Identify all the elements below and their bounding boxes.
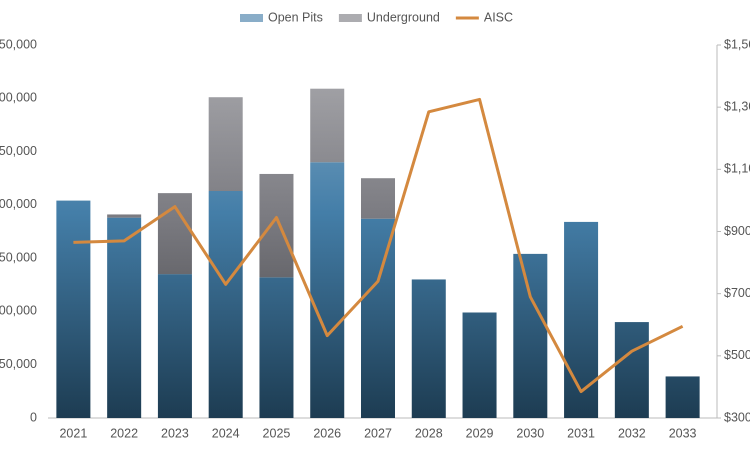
line bbox=[73, 97, 684, 394]
y-tick-label: 350,000 bbox=[0, 37, 37, 51]
y2-tick-label: $1,300 bbox=[724, 99, 750, 113]
x-tick-label: 2031 bbox=[567, 426, 595, 440]
bar bbox=[56, 200, 91, 418]
x-tick-label: 2030 bbox=[516, 426, 544, 440]
bar bbox=[360, 218, 396, 418]
x-tick-label: 2027 bbox=[364, 426, 392, 440]
bar bbox=[157, 274, 192, 418]
y2-tick-label: $300 bbox=[724, 410, 750, 424]
bar bbox=[259, 173, 294, 278]
y-tick-label: 300,000 bbox=[0, 91, 37, 105]
bar bbox=[310, 162, 345, 418]
bar bbox=[411, 279, 446, 418]
y2-tick-label: $1,100 bbox=[724, 162, 750, 176]
legend-swatch bbox=[338, 14, 362, 22]
bar bbox=[259, 277, 294, 418]
y-tick-label: 0 bbox=[30, 410, 37, 424]
bar bbox=[208, 191, 243, 418]
y-tick-label: 250,000 bbox=[0, 144, 37, 158]
bar bbox=[310, 88, 345, 163]
x-tick-label: 2033 bbox=[669, 426, 697, 440]
y2-tick-label: $1,500 bbox=[724, 37, 750, 51]
x-tick-label: 2024 bbox=[212, 426, 240, 440]
bar bbox=[614, 322, 649, 418]
x-tick-label: 2026 bbox=[313, 426, 341, 440]
legend-item: AISC bbox=[455, 10, 513, 24]
y-tick-label: 150,000 bbox=[0, 250, 37, 264]
x-tick-label: 2029 bbox=[466, 426, 494, 440]
y-tick-label: 100,000 bbox=[0, 304, 37, 318]
y2-tick-label: $900 bbox=[724, 224, 750, 238]
bar bbox=[665, 376, 700, 418]
bar bbox=[107, 214, 142, 218]
x-tick-label: 2023 bbox=[161, 426, 189, 440]
y-tick-label: 50,000 bbox=[0, 357, 37, 371]
bar bbox=[107, 217, 142, 418]
x-tick-label: 2025 bbox=[263, 426, 291, 440]
legend-item: Underground bbox=[338, 10, 440, 24]
x-tick-label: 2028 bbox=[415, 426, 443, 440]
legend-item: Open Pits bbox=[240, 10, 323, 24]
y2-tick-label: $700 bbox=[724, 286, 750, 300]
legend-label: Underground bbox=[367, 10, 440, 24]
x-tick-label: 2021 bbox=[59, 426, 87, 440]
bar bbox=[208, 97, 243, 192]
legend-label: AISC bbox=[484, 10, 513, 24]
x-tick-label: 2022 bbox=[110, 426, 138, 440]
bar bbox=[513, 253, 548, 418]
x-tick-label: 2032 bbox=[618, 426, 646, 440]
bar bbox=[462, 312, 497, 418]
y2-tick-label: $500 bbox=[724, 348, 750, 362]
bar bbox=[564, 221, 599, 418]
y-tick-label: 200,000 bbox=[0, 197, 37, 211]
bar bbox=[360, 178, 396, 219]
legend-label: Open Pits bbox=[268, 10, 323, 24]
legend-swatch bbox=[240, 14, 263, 22]
